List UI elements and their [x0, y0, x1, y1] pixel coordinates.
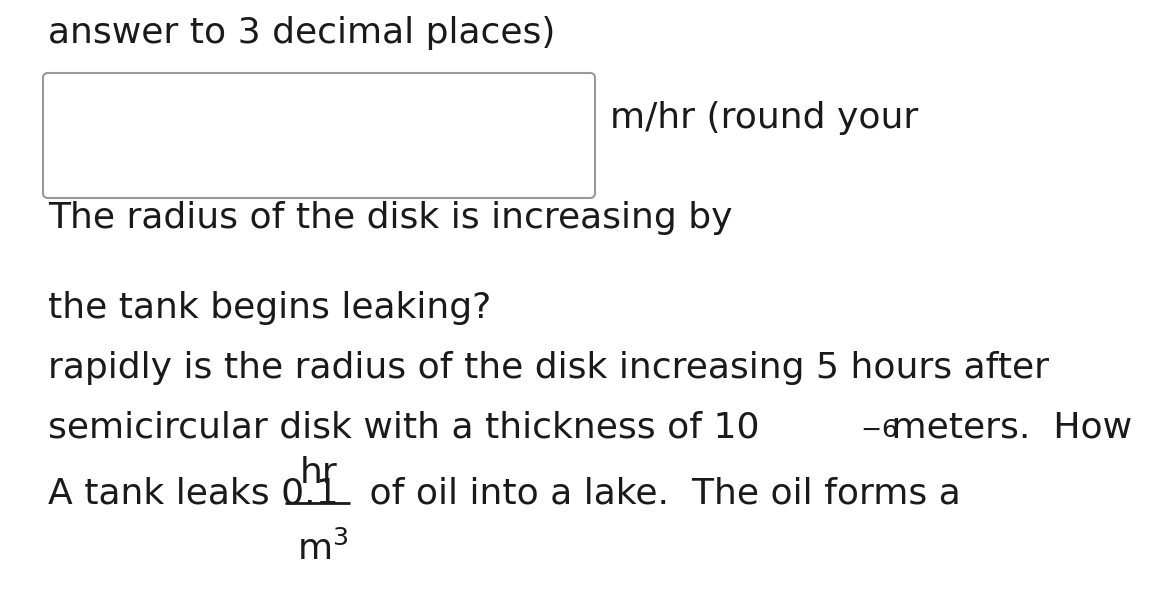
Text: the tank begins leaking?: the tank begins leaking?	[48, 291, 491, 325]
Text: semicircular disk with a thickness of 10: semicircular disk with a thickness of 10	[48, 411, 760, 445]
Text: meters.  How: meters. How	[880, 411, 1132, 445]
Text: m$^3$: m$^3$	[297, 531, 348, 567]
Text: A tank leaks 0.1: A tank leaks 0.1	[48, 476, 351, 510]
Text: $^{-6}$: $^{-6}$	[860, 423, 898, 457]
Text: answer to 3 decimal places): answer to 3 decimal places)	[48, 16, 555, 50]
Text: The radius of the disk is increasing by: The radius of the disk is increasing by	[48, 201, 733, 235]
Text: of oil into a lake.  The oil forms a: of oil into a lake. The oil forms a	[358, 476, 961, 510]
Text: m/hr (round your: m/hr (round your	[610, 101, 919, 135]
Text: hr: hr	[300, 456, 338, 490]
Text: rapidly is the radius of the disk increasing 5 hours after: rapidly is the radius of the disk increa…	[48, 351, 1049, 385]
FancyBboxPatch shape	[43, 73, 595, 198]
